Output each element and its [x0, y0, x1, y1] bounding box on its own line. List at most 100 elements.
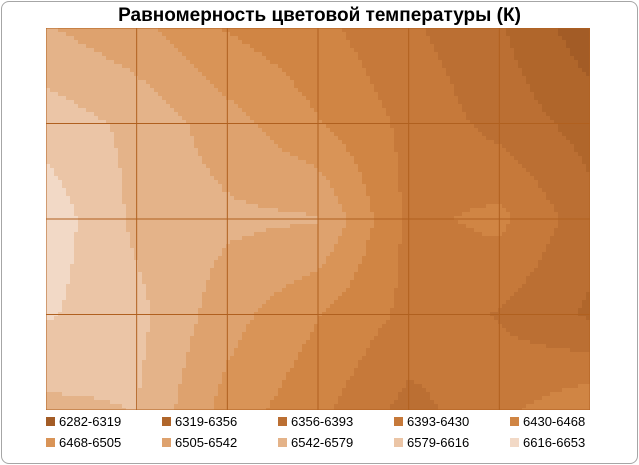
contour-cell	[218, 64, 223, 69]
contour-cell	[502, 36, 507, 41]
contour-cell	[322, 172, 327, 177]
contour-cell	[182, 96, 187, 101]
contour-cell	[254, 172, 259, 177]
contour-cell	[578, 84, 583, 89]
contour-cell	[150, 76, 155, 81]
contour-cell	[298, 44, 303, 49]
contour-cell	[386, 148, 391, 153]
contour-cell	[90, 60, 95, 65]
contour-cell	[278, 80, 283, 85]
contour-cell	[306, 32, 311, 37]
contour-cell	[478, 80, 483, 85]
contour-cell	[210, 60, 215, 65]
contour-cell	[150, 104, 155, 109]
contour-cell	[118, 108, 123, 113]
contour-cell	[390, 36, 395, 41]
contour-cell	[234, 56, 239, 61]
contour-cell	[334, 172, 339, 177]
contour-cell	[394, 56, 399, 61]
contour-cell	[274, 92, 279, 97]
contour-cell	[530, 140, 535, 145]
contour-cell	[342, 52, 347, 57]
contour-cell	[574, 76, 579, 81]
contour-cell	[230, 92, 235, 97]
contour-cell	[174, 152, 179, 157]
contour-cell	[130, 96, 135, 101]
contour-cell	[226, 36, 231, 41]
contour-cell	[270, 132, 275, 137]
contour-cell	[414, 96, 419, 101]
contour-cell	[278, 88, 283, 93]
contour-cell	[422, 40, 427, 45]
contour-cell	[50, 96, 55, 101]
contour-cell	[510, 128, 515, 133]
contour-cell	[78, 44, 83, 49]
contour-cell	[486, 168, 491, 173]
contour-cell	[562, 152, 567, 157]
contour-cell	[230, 148, 235, 153]
contour-cell	[262, 144, 267, 149]
contour-cell	[198, 36, 203, 41]
contour-cell	[378, 148, 383, 153]
contour-cell	[450, 116, 455, 121]
contour-cell	[586, 152, 590, 157]
contour-cell	[570, 160, 575, 165]
contour-cell	[350, 84, 355, 89]
contour-cell	[574, 128, 579, 133]
contour-cell	[70, 128, 75, 133]
contour-cell	[358, 96, 363, 101]
contour-cell	[530, 148, 535, 153]
contour-cell	[70, 148, 75, 153]
contour-cell	[530, 32, 535, 37]
contour-cell	[230, 72, 235, 77]
contour-cell	[410, 56, 415, 61]
contour-cell	[222, 64, 227, 69]
contour-cell	[182, 144, 187, 149]
contour-cell	[390, 148, 395, 153]
contour-cell	[562, 104, 567, 109]
contour-cell	[86, 100, 91, 105]
contour-cell	[550, 52, 555, 57]
contour-cell	[526, 156, 531, 161]
contour-cell	[586, 76, 590, 81]
contour-cell	[374, 32, 379, 37]
contour-cell	[170, 72, 175, 77]
contour-cell	[246, 60, 251, 65]
contour-cell	[178, 44, 183, 49]
contour-cell	[554, 80, 559, 85]
contour-cell	[494, 160, 499, 165]
contour-cell	[218, 132, 223, 137]
contour-cell	[494, 140, 499, 145]
contour-cell	[258, 96, 263, 101]
contour-cell	[466, 156, 471, 161]
contour-cell	[374, 96, 379, 101]
contour-cell	[250, 84, 255, 89]
contour-cell	[106, 44, 111, 49]
contour-cell	[586, 36, 590, 41]
contour-cell	[370, 120, 375, 125]
contour-cell	[254, 148, 259, 153]
contour-cell	[330, 40, 335, 45]
contour-cell	[254, 72, 259, 77]
contour-cell	[534, 128, 539, 133]
contour-cell	[470, 152, 475, 157]
contour-cell	[450, 136, 455, 141]
contour-cell	[510, 120, 515, 125]
contour-cell	[386, 44, 391, 49]
contour-cell	[386, 64, 391, 69]
contour-cell	[174, 36, 179, 41]
contour-cell	[154, 52, 159, 57]
contour-cell	[346, 144, 351, 149]
contour-cell	[418, 60, 423, 65]
contour-cell	[154, 48, 159, 53]
contour-cell	[570, 60, 575, 65]
contour-cell	[178, 156, 183, 161]
contour-cell	[246, 96, 251, 101]
contour-cell	[482, 64, 487, 69]
contour-cell	[586, 156, 590, 161]
contour-cell	[526, 52, 531, 57]
contour-cell	[70, 32, 75, 37]
contour-cell	[154, 32, 159, 37]
contour-cell	[446, 64, 451, 69]
contour-cell	[122, 152, 127, 157]
